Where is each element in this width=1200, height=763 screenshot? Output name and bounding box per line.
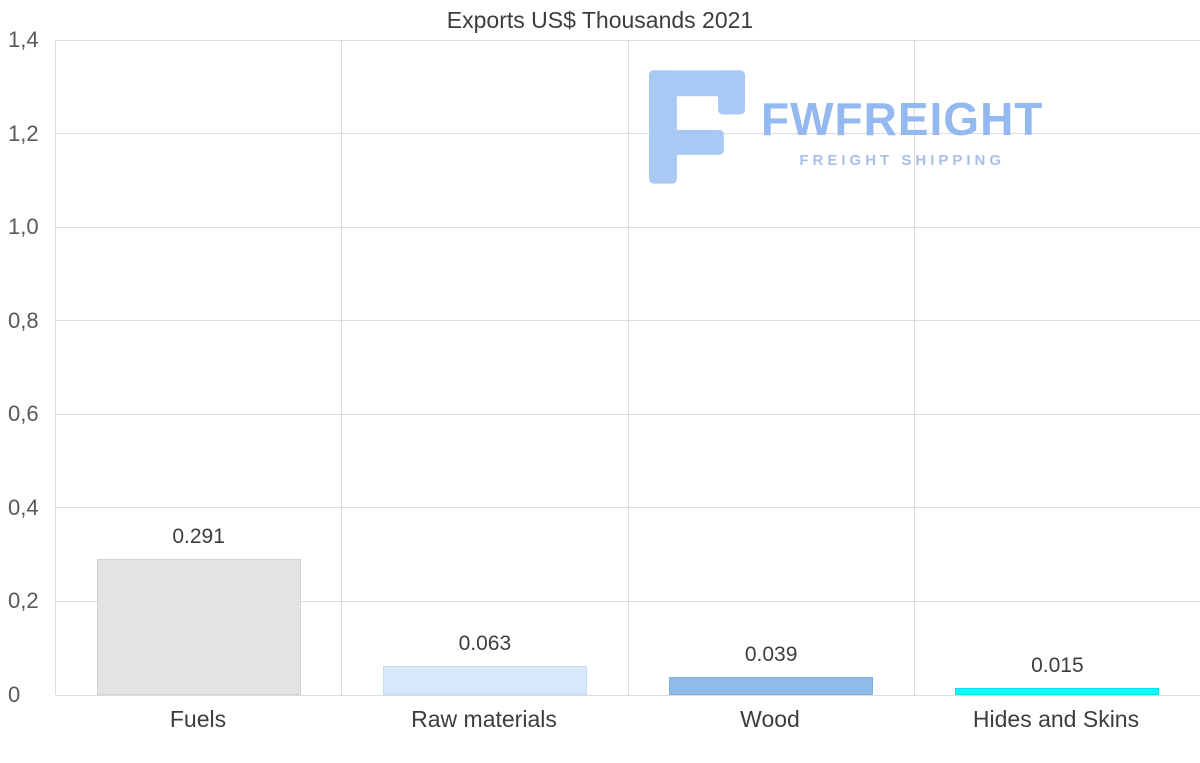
y-axis: 0 0,2 0,4 0,6 0,8 1,0 1,2 1,4 xyxy=(0,27,52,707)
plot-area: 0.291 0.063 0.039 0.015 FWFREIGHT FREIGHT S… xyxy=(55,39,1200,696)
y-tick-label: 0,2 xyxy=(8,588,39,614)
category-column: 0.015 xyxy=(915,40,1200,695)
brand-block: FWFREIGHT FREIGHT SHIPPING xyxy=(761,96,1043,169)
bar-hides-and-skins xyxy=(955,688,1160,695)
x-category-label: Hides and Skins xyxy=(972,706,1140,732)
bar-wood xyxy=(669,677,874,695)
x-category-label: Fuels xyxy=(169,706,227,732)
y-tick-label: 0,8 xyxy=(8,307,39,333)
category-column: 0.063 xyxy=(342,40,629,695)
y-tick-label: 1,4 xyxy=(8,27,39,52)
bar-columns: 0.291 0.063 0.039 0.015 xyxy=(56,40,1200,695)
bar-value-label: 0.063 xyxy=(458,632,512,655)
category-column: 0.039 xyxy=(629,40,915,695)
y-tick-label: 0,4 xyxy=(8,494,39,520)
x-category-label: Wood xyxy=(740,706,800,732)
brand-tagline: FREIGHT SHIPPING xyxy=(799,152,1006,169)
chart-title: Exports US$ Thousands 2021 xyxy=(446,7,754,33)
fwfreight-logo-icon xyxy=(649,70,745,184)
bar-fuels xyxy=(96,559,301,695)
gridline xyxy=(56,694,1200,696)
watermark: FWFREIGHT FREIGHT SHIPPING xyxy=(649,70,1043,184)
y-tick-label: 1,2 xyxy=(8,120,39,146)
y-tick-label: 0 xyxy=(8,682,21,707)
x-axis-labels: Fuels Raw materials Wood Hides and Skins xyxy=(55,706,1199,733)
bar-value-label: 0.291 xyxy=(172,525,225,548)
bar-value-label: 0.039 xyxy=(744,643,798,666)
x-category-label: Raw materials xyxy=(411,706,557,732)
bar-raw-materials xyxy=(382,666,587,695)
brand-name: FWFREIGHT xyxy=(761,93,1044,145)
category-column: 0.291 xyxy=(56,40,343,695)
y-tick-label: 0,6 xyxy=(8,401,39,427)
bar-value-label: 0.015 xyxy=(1031,654,1084,677)
y-tick-label: 1,0 xyxy=(8,214,39,240)
